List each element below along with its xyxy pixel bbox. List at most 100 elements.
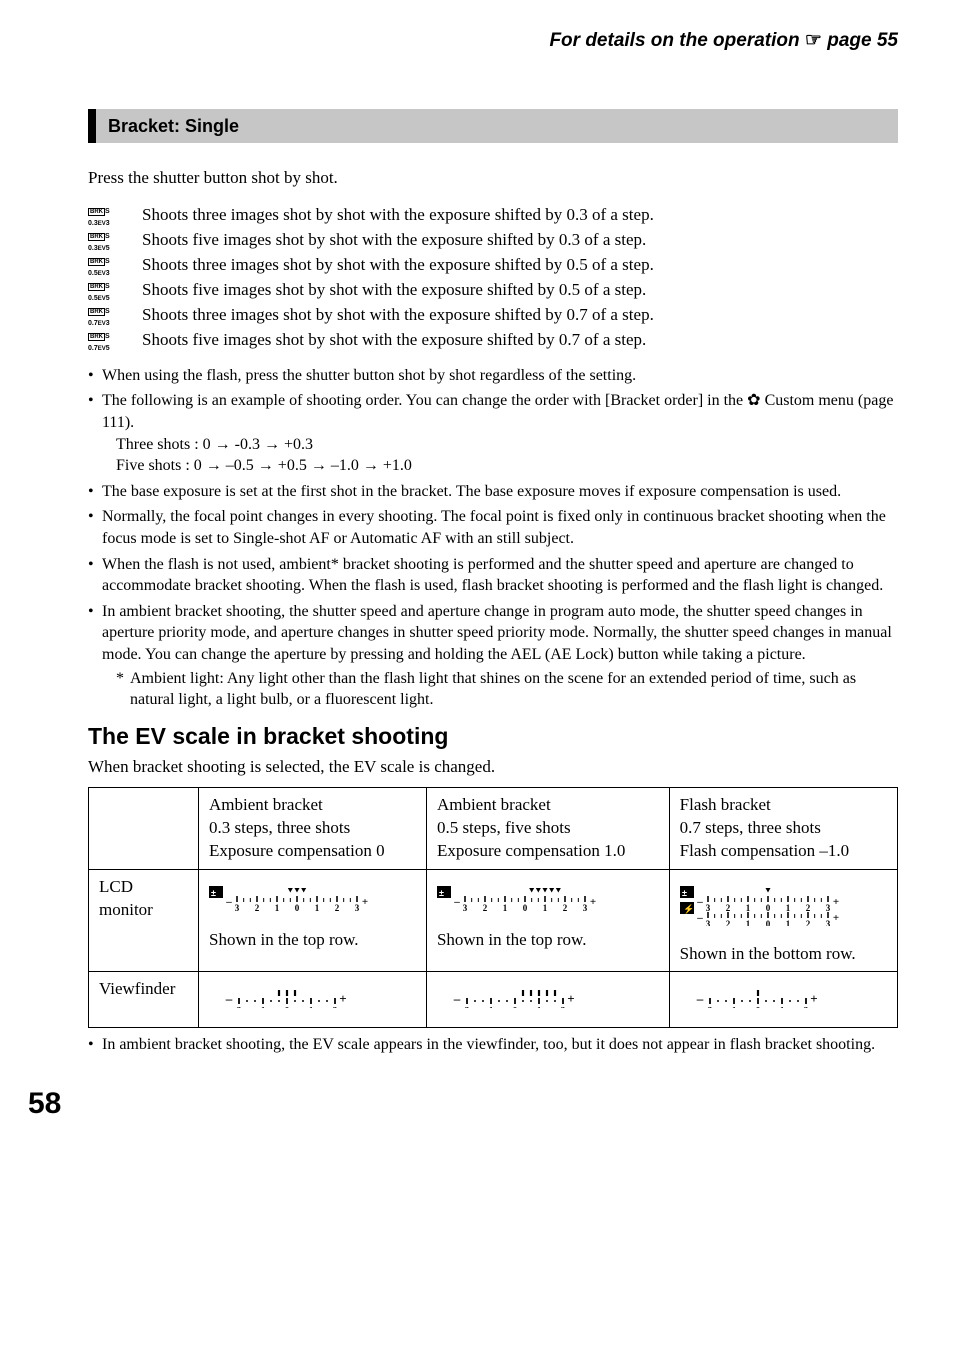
svg-text:+: + <box>339 991 346 1006</box>
svg-text:1: 1 <box>779 1006 784 1008</box>
col-header-line: 0.3 steps, three shots <box>209 817 416 840</box>
mode-description: Shoots five images shot by shot with the… <box>142 329 898 352</box>
ev-heading: The EV scale in bracket shooting <box>88 721 898 752</box>
svg-text:1: 1 <box>488 1006 493 1008</box>
svg-text:1: 1 <box>785 903 790 913</box>
ev-intro: When bracket shooting is selected, the E… <box>88 756 898 779</box>
col-header-line: Ambient bracket <box>209 794 416 817</box>
gear-icon: ✿ <box>747 392 760 409</box>
bracket-mode-icon: BRKS0.3EV3 <box>88 204 142 228</box>
page-number: 58 <box>28 1084 898 1125</box>
page-header: For details on the operation ☞ page 55 <box>88 28 898 54</box>
svg-text:0: 0 <box>295 903 300 912</box>
header-suffix: page 55 <box>822 30 898 51</box>
bracket-mode-icon: BRKS0.3EV5 <box>88 229 142 253</box>
ev-scale-icon: ±–+3210123 <box>437 882 607 912</box>
svg-text:1: 1 <box>536 1006 541 1008</box>
table-corner <box>89 787 199 869</box>
table-header-cell: Ambient bracket 0.3 steps, three shots E… <box>199 787 427 869</box>
note-item: When using the flash, press the shutter … <box>88 365 898 387</box>
svg-text:0: 0 <box>512 1006 517 1008</box>
table-header-cell: Flash bracket 0.7 steps, three shots Fla… <box>669 787 897 869</box>
table-cell: –+21012 <box>669 972 897 1028</box>
note-item: In ambient bracket shooting, the shutter… <box>88 601 898 711</box>
svg-text:2: 2 <box>707 1006 712 1008</box>
note-subline: Three shots : 0 → -0.3 → +0.3 <box>102 434 898 456</box>
svg-text:3: 3 <box>825 903 830 913</box>
svg-text:–: – <box>453 991 461 1006</box>
mode-table: BRKS0.3EV3 Shoots three images shot by sh… <box>88 204 898 353</box>
svg-text:+: + <box>833 912 839 924</box>
svg-text:1: 1 <box>275 903 280 912</box>
svg-text:2: 2 <box>333 1006 338 1008</box>
hand-point-icon: ☞ <box>805 30 822 51</box>
shown-note: Shown in the top row. <box>209 929 416 952</box>
note-item: When the flash is not used, ambient* bra… <box>88 554 898 597</box>
ev-scale-table: Ambient bracket 0.3 steps, three shots E… <box>88 787 898 1029</box>
svg-text:0: 0 <box>765 903 770 913</box>
table-cell: –+21012 <box>199 972 427 1028</box>
svg-text:2: 2 <box>560 1006 565 1008</box>
bracket-mode-icon: BRKS0.7EV3 <box>88 304 142 328</box>
note-item: The base exposure is set at the first sh… <box>88 481 898 503</box>
svg-text:3: 3 <box>705 903 710 913</box>
svg-text:–: – <box>225 896 232 908</box>
table-cell: ±–+3210123 Shown in the top row. <box>426 869 669 972</box>
intro-text: Press the shutter button shot by shot. <box>88 167 898 190</box>
bracket-mode-icon: BRKS0.7EV5 <box>88 329 142 353</box>
svg-text:–: – <box>225 991 233 1006</box>
svg-text:±: ± <box>439 888 444 898</box>
svg-text:2: 2 <box>464 1006 469 1008</box>
mode-row: BRKS0.3EV3Shoots three images shot by sh… <box>88 204 898 228</box>
svg-text:2: 2 <box>803 1006 808 1008</box>
svg-text:0: 0 <box>755 1006 760 1008</box>
note-item: The following is an example of shooting … <box>88 390 898 476</box>
footnote: Ambient light: Any light other than the … <box>102 668 898 711</box>
svg-text:2: 2 <box>237 1006 242 1008</box>
col-header-line: Flash bracket <box>680 794 887 817</box>
svg-text:3: 3 <box>705 919 710 926</box>
svg-text:3: 3 <box>463 903 468 912</box>
svg-text:2: 2 <box>805 919 810 926</box>
section-title: Bracket: Single <box>108 116 239 136</box>
svg-text:–: – <box>696 896 703 908</box>
mode-description: Shoots five images shot by shot with the… <box>142 279 898 302</box>
section-title-bar: Bracket: Single <box>88 109 898 143</box>
row-header: LCD monitor <box>89 869 199 972</box>
svg-text:3: 3 <box>355 903 360 912</box>
svg-text:⚡: ⚡ <box>683 903 694 915</box>
ev-scale-icon: –+21012 <box>209 984 359 1008</box>
mode-row: BRKS0.5EV3Shoots three images shot by sh… <box>88 254 898 278</box>
shown-note: Shown in the top row. <box>437 929 659 952</box>
svg-text:±: ± <box>682 888 687 898</box>
svg-text:1: 1 <box>309 1006 314 1008</box>
svg-text:3: 3 <box>825 919 830 926</box>
bracket-mode-icon: BRKS0.5EV5 <box>88 279 142 303</box>
svg-text:1: 1 <box>745 903 750 913</box>
svg-text:1: 1 <box>731 1006 736 1008</box>
svg-text:+: + <box>567 991 574 1006</box>
mode-row: BRKS0.3EV5Shoots five images shot by sho… <box>88 229 898 253</box>
shown-note: Shown in the bottom row. <box>680 943 887 966</box>
svg-text:3: 3 <box>235 903 240 912</box>
mode-row: BRKS0.5EV5Shoots five images shot by sho… <box>88 279 898 303</box>
notes-list: When using the flash, press the shutter … <box>88 365 898 711</box>
table-cell: ±–+3210123 Shown in the top row. <box>199 869 427 972</box>
svg-text:±: ± <box>211 888 216 898</box>
mode-row: BRKS0.7EV5Shoots five images shot by sho… <box>88 329 898 353</box>
svg-text:1: 1 <box>315 903 320 912</box>
svg-text:+: + <box>362 896 368 908</box>
svg-text:3: 3 <box>583 903 588 912</box>
col-header-line: Ambient bracket <box>437 794 659 817</box>
mode-description: Shoots five images shot by shot with the… <box>142 229 898 252</box>
svg-text:1: 1 <box>745 919 750 926</box>
svg-text:1: 1 <box>785 919 790 926</box>
note-text: In ambient bracket shooting, the shutter… <box>102 603 892 663</box>
note-item: In ambient bracket shooting, the EV scal… <box>88 1034 898 1056</box>
note-item: Normally, the focal point changes in eve… <box>88 506 898 549</box>
table-cell: ±⚡–+32101233210123–+ Shown in the bottom… <box>669 869 897 972</box>
svg-text:2: 2 <box>725 919 730 926</box>
mode-description: Shoots three images shot by shot with th… <box>142 304 898 327</box>
svg-text:2: 2 <box>725 903 730 913</box>
svg-text:1: 1 <box>543 903 548 912</box>
